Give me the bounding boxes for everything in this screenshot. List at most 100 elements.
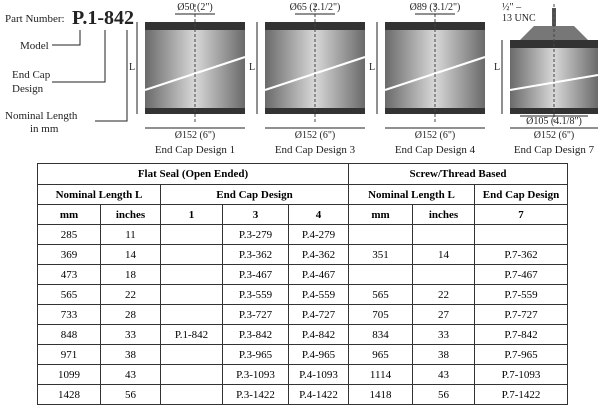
model-label: Model	[20, 40, 49, 52]
cell: 1099	[37, 364, 101, 385]
cell: P.7-1422	[473, 384, 569, 405]
header-cell: 1	[160, 204, 223, 225]
header-cell: Nominal Length L	[37, 184, 161, 205]
cell	[412, 264, 475, 285]
cell: P.7-842	[473, 324, 569, 345]
cell: P.7-362	[473, 244, 569, 265]
length-symbol: L	[494, 62, 500, 73]
row: 848 33 P.1-842 P.3-842 P.4-842 834 33 P.7-842	[37, 324, 569, 345]
cell: 369	[37, 244, 101, 265]
cell: P.4-362	[288, 244, 349, 265]
length-symbol: L	[249, 62, 255, 73]
row: 733 28 P.3-727 P.4-727 705 27 P.7-727	[37, 304, 569, 325]
cell: P.4-965	[288, 344, 349, 365]
cell: 834	[348, 324, 413, 345]
diagram: Part Number: P.1-842 Model End Cap Desig…	[5, 2, 599, 156]
cell: 56	[100, 384, 161, 405]
row: mm inches 1 3 4 mm inches 7	[37, 204, 569, 225]
cell: P.4-1422	[288, 384, 349, 405]
cell: 1418	[348, 384, 413, 405]
cell: 965	[348, 344, 413, 365]
caption: End Cap Design 4	[395, 144, 476, 156]
caption: End Cap Design 1	[155, 144, 235, 156]
cell: P.7-467	[473, 264, 569, 285]
cell: P.3-727	[222, 304, 289, 325]
cell: 56	[412, 384, 475, 405]
part-number: P.1-842	[72, 7, 134, 29]
cell	[348, 224, 413, 245]
bottom-dim: Ø152 (6")	[534, 130, 574, 141]
cell: P.7-1093	[473, 364, 569, 385]
bottom-dim: Ø152 (6")	[175, 130, 215, 141]
cell: P.3-1093	[222, 364, 289, 385]
cell: 38	[100, 344, 161, 365]
header-cell: End Cap Design	[473, 184, 569, 205]
cell: 971	[37, 344, 101, 365]
cell: 565	[348, 284, 413, 305]
end-cap	[520, 26, 588, 40]
cell: P.4-467	[288, 264, 349, 285]
top-dim: Ø89 (3.1/2")	[410, 2, 461, 13]
cell	[160, 364, 223, 385]
cell: 22	[100, 284, 161, 305]
cell: 705	[348, 304, 413, 325]
cell: 473	[37, 264, 101, 285]
cell	[160, 344, 223, 365]
header-cell: 3	[222, 204, 289, 225]
end-cap-label: End Cap	[12, 69, 51, 81]
header-cell: 7	[473, 204, 569, 225]
cell: 565	[37, 284, 101, 305]
top-dim: ½" –	[502, 2, 522, 13]
caption: End Cap Design 7	[514, 144, 595, 156]
cell: 848	[37, 324, 101, 345]
cell: 28	[100, 304, 161, 325]
seam	[144, 56, 246, 91]
cell: 14	[412, 244, 475, 265]
cell: 11	[100, 224, 161, 245]
top-dim: 13 UNC	[502, 13, 536, 24]
seam	[509, 74, 599, 91]
cell: P.1-842	[160, 324, 223, 345]
cell: 18	[100, 264, 161, 285]
header-cell: mm	[37, 204, 101, 225]
cell: 351	[348, 244, 413, 265]
length-label: in mm	[30, 123, 59, 135]
length-symbol: L	[369, 62, 375, 73]
bottom-dim: Ø152 (6")	[415, 130, 455, 141]
top-dim: Ø65 (2.1/2")	[290, 2, 341, 13]
cell	[160, 264, 223, 285]
cell: 38	[412, 344, 475, 365]
row: 565 22 P.3-559 P.4-559 565 22 P.7-559	[37, 284, 569, 305]
row: 1099 43 P.3-1093 P.4-1093 1114 43 P.7-1093	[37, 364, 569, 385]
cell: P.4-559	[288, 284, 349, 305]
cell: P.3-1422	[222, 384, 289, 405]
header-cell: 4	[288, 204, 349, 225]
cell: P.4-727	[288, 304, 349, 325]
cell: 1428	[37, 384, 101, 405]
filters: L Ø50 (2") Ø152 (6") End Cap Design 1 L Ø65 (…	[129, 2, 599, 156]
row: 971 38 P.3-965 P.4-965 965 38 P.7-965	[37, 344, 569, 365]
end-cap-label: Design	[12, 83, 44, 95]
cell: P.4-1093	[288, 364, 349, 385]
cell: 33	[412, 324, 475, 345]
cell	[160, 304, 223, 325]
cell: P.3-559	[222, 284, 289, 305]
row: 1428 56 P.3-1422 P.4-1422 1418 56 P.7-1422	[37, 384, 569, 405]
brackets	[52, 30, 128, 122]
bottom-dim: Ø152 (6")	[295, 130, 335, 141]
cell: 285	[37, 224, 101, 245]
top-dim: Ø50 (2")	[177, 2, 212, 13]
row: 473 18 P.3-467 P.4-467 P.7-467	[37, 264, 569, 285]
cell: P.3-279	[222, 224, 289, 245]
inner-dim: Ø105 (4.1/8")	[526, 116, 582, 127]
cell	[160, 244, 223, 265]
seam	[264, 56, 366, 91]
cell: P.4-842	[288, 324, 349, 345]
cell: 27	[412, 304, 475, 325]
seam	[384, 56, 486, 91]
cell: P.4-279	[288, 224, 349, 245]
header-cell: inches	[100, 204, 161, 225]
cell: 733	[37, 304, 101, 325]
row: 369 14 P.3-362 P.4-362 351 14 P.7-362	[37, 244, 569, 265]
